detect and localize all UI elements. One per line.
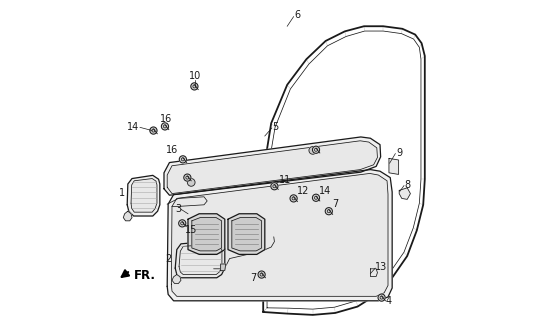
Circle shape bbox=[188, 179, 195, 186]
Text: 10: 10 bbox=[189, 71, 201, 81]
Circle shape bbox=[312, 194, 319, 201]
Text: 5: 5 bbox=[272, 122, 278, 132]
Text: 6: 6 bbox=[294, 10, 300, 20]
Text: 9: 9 bbox=[396, 148, 402, 158]
Polygon shape bbox=[389, 158, 399, 174]
Text: 4: 4 bbox=[385, 296, 391, 306]
Text: 8: 8 bbox=[404, 180, 410, 190]
Text: 13: 13 bbox=[375, 262, 388, 272]
Polygon shape bbox=[167, 141, 377, 194]
Polygon shape bbox=[267, 31, 421, 309]
Circle shape bbox=[191, 83, 198, 90]
Polygon shape bbox=[172, 173, 388, 296]
Text: 16: 16 bbox=[166, 145, 178, 156]
Text: 3: 3 bbox=[175, 204, 181, 214]
Polygon shape bbox=[127, 175, 160, 216]
Polygon shape bbox=[123, 211, 132, 221]
Polygon shape bbox=[175, 241, 225, 278]
Text: 7: 7 bbox=[250, 273, 257, 284]
Polygon shape bbox=[188, 214, 225, 254]
Polygon shape bbox=[399, 188, 411, 199]
Polygon shape bbox=[228, 214, 265, 254]
Text: 15: 15 bbox=[185, 225, 198, 236]
Text: 14: 14 bbox=[127, 122, 139, 132]
Polygon shape bbox=[263, 26, 425, 315]
Polygon shape bbox=[172, 275, 181, 284]
Text: FR.: FR. bbox=[134, 269, 156, 282]
Polygon shape bbox=[232, 218, 262, 251]
Polygon shape bbox=[131, 179, 157, 212]
Text: 16: 16 bbox=[160, 114, 172, 124]
Text: 11: 11 bbox=[279, 175, 292, 185]
Circle shape bbox=[180, 156, 187, 163]
Circle shape bbox=[312, 146, 319, 153]
Circle shape bbox=[161, 123, 168, 130]
Circle shape bbox=[271, 183, 278, 190]
Polygon shape bbox=[179, 244, 222, 275]
Text: 14: 14 bbox=[319, 186, 331, 196]
Circle shape bbox=[178, 220, 186, 227]
Circle shape bbox=[325, 208, 332, 215]
Circle shape bbox=[258, 271, 265, 278]
Text: 7: 7 bbox=[332, 199, 338, 209]
Polygon shape bbox=[370, 269, 377, 276]
Text: 12: 12 bbox=[297, 186, 309, 196]
Polygon shape bbox=[192, 218, 221, 251]
Text: 1: 1 bbox=[118, 188, 125, 198]
Circle shape bbox=[150, 127, 157, 134]
Polygon shape bbox=[167, 170, 392, 301]
Polygon shape bbox=[221, 264, 226, 270]
Polygon shape bbox=[164, 137, 381, 195]
Circle shape bbox=[309, 147, 317, 154]
Circle shape bbox=[290, 195, 297, 202]
Circle shape bbox=[378, 294, 385, 301]
Text: 2: 2 bbox=[165, 253, 172, 264]
Circle shape bbox=[184, 174, 191, 181]
